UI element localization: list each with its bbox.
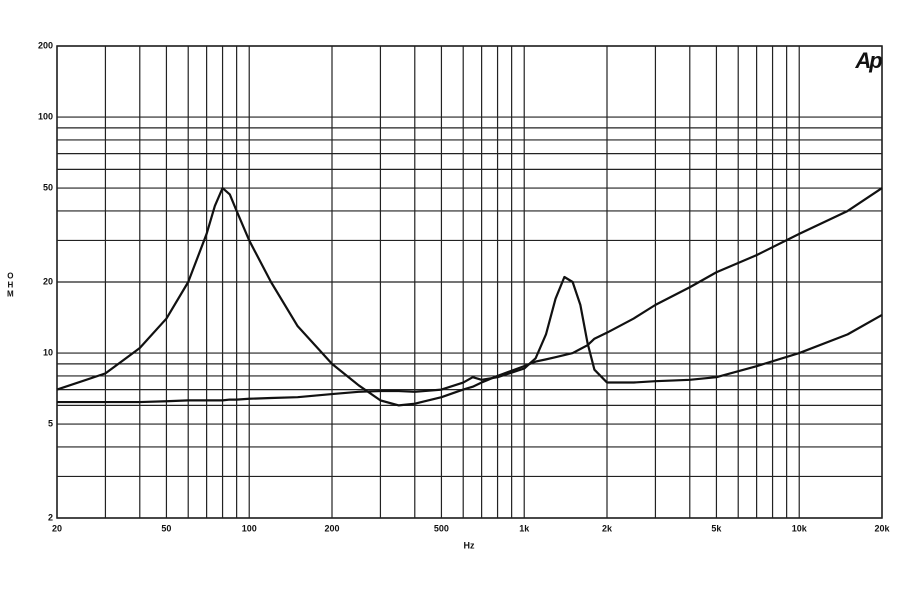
- logo: Ap: [854, 48, 882, 73]
- impedance-line: [57, 275, 883, 404]
- x-axis-label: Hz: [464, 540, 475, 550]
- x-tick-label: 10k: [792, 523, 808, 533]
- x-tick-label: 50: [161, 523, 171, 533]
- x-tick-label: 100: [242, 523, 257, 533]
- x-tick-label: 20: [52, 523, 62, 533]
- x-tick-label: 5k: [711, 523, 722, 533]
- y-tick-label: 200: [38, 40, 53, 50]
- y-tick-label: 2: [48, 512, 53, 522]
- y-tick-label: 10: [43, 347, 53, 357]
- x-tick-label: 1k: [519, 523, 530, 533]
- x-tick-label: 200: [324, 523, 339, 533]
- y-tick-label: 5: [48, 418, 53, 428]
- x-tick-label: 2k: [602, 523, 613, 533]
- x-tick-label: 20k: [874, 523, 890, 533]
- y-tick-label: 20: [43, 276, 53, 286]
- x-tick-label: 500: [434, 523, 449, 533]
- y-tick-label: 100: [38, 111, 53, 121]
- impedance-line: [56, 186, 883, 407]
- y-axis-label: OHM: [6, 272, 15, 299]
- y-tick-label: 50: [43, 182, 53, 192]
